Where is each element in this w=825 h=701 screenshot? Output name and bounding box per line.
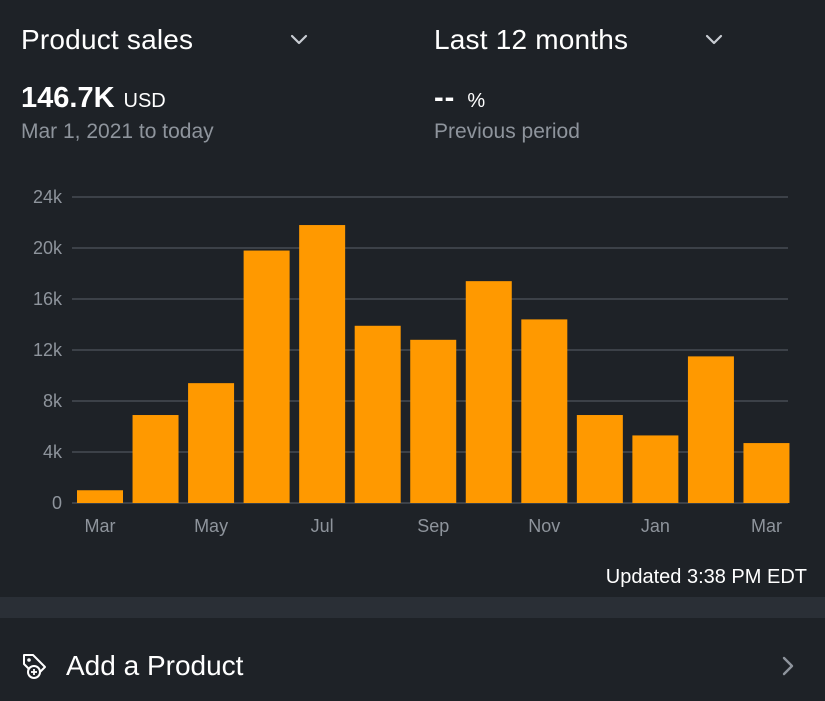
bar-jun-3[interactable] xyxy=(243,250,290,503)
previous-period-label: Previous period xyxy=(434,120,580,143)
bar-jan-10[interactable] xyxy=(632,435,679,503)
add-product-label: Add a Product xyxy=(66,650,244,681)
change-number: -- xyxy=(434,82,456,114)
bar-oct-7[interactable] xyxy=(465,281,512,503)
total-sales-value: 146.7K USD xyxy=(21,82,166,115)
section-divider xyxy=(0,597,825,618)
y-tick-label: 12k xyxy=(33,340,63,360)
updated-timestamp: Updated 3:38 PM EDT xyxy=(605,566,807,588)
period-selector-label: Last 12 months xyxy=(434,24,629,55)
percent-unit: % xyxy=(467,90,486,112)
chart-bars xyxy=(77,225,790,504)
add-product-row[interactable]: Add a Product xyxy=(0,618,825,701)
bar-jul-4[interactable] xyxy=(299,225,346,504)
y-tick-label: 16k xyxy=(33,289,63,309)
metric-selector[interactable]: Product sales xyxy=(21,20,321,60)
x-tick-label: Mar xyxy=(751,516,782,536)
period-selector[interactable]: Last 12 months xyxy=(434,20,734,60)
x-tick-label: Jan xyxy=(641,516,670,536)
x-tick-label: Nov xyxy=(528,516,560,536)
y-tick-label: 24k xyxy=(33,187,63,207)
bar-apr-1[interactable] xyxy=(132,415,179,503)
bar-mar-12[interactable] xyxy=(743,443,790,503)
x-tick-label: Sep xyxy=(417,516,449,536)
bar-mar-0[interactable] xyxy=(77,490,123,503)
x-tick-label: Jul xyxy=(311,516,334,536)
bar-feb-11[interactable] xyxy=(687,356,734,503)
bar-may-2[interactable] xyxy=(188,383,235,503)
tag-add-icon xyxy=(23,654,46,679)
sales-card: Product sales Last 12 months 146.7K USD … xyxy=(21,20,807,588)
change-value: -- % xyxy=(434,82,485,115)
chevron-down-icon xyxy=(290,34,308,45)
y-tick-label: 20k xyxy=(33,238,63,258)
chevron-right-icon xyxy=(782,656,794,676)
x-tick-label: Mar xyxy=(85,516,116,536)
bar-nov-8[interactable] xyxy=(521,319,568,503)
date-range: Mar 1, 2021 to today xyxy=(21,120,214,143)
chevron-down-icon xyxy=(705,34,723,45)
sales-bar-chart: 0 4k 8k 12k 16k 20k 24k Mar May Jul Sep Nov Jan Mar xyxy=(33,187,790,536)
y-tick-label: 4k xyxy=(43,442,63,462)
bar-dec-9[interactable] xyxy=(576,415,623,503)
y-tick-label: 0 xyxy=(52,493,62,513)
y-tick-label: 8k xyxy=(43,391,63,411)
x-axis-ticks: Mar May Jul Sep Nov Jan Mar xyxy=(85,516,782,536)
metric-selector-label: Product sales xyxy=(21,24,194,55)
total-sales-number: 146.7K xyxy=(21,82,115,114)
currency-unit: USD xyxy=(123,90,166,112)
bar-aug-5[interactable] xyxy=(354,325,401,503)
y-axis-ticks: 0 4k 8k 12k 16k 20k 24k xyxy=(33,187,63,513)
bar-sep-6[interactable] xyxy=(410,339,457,503)
x-tick-label: May xyxy=(194,516,228,536)
